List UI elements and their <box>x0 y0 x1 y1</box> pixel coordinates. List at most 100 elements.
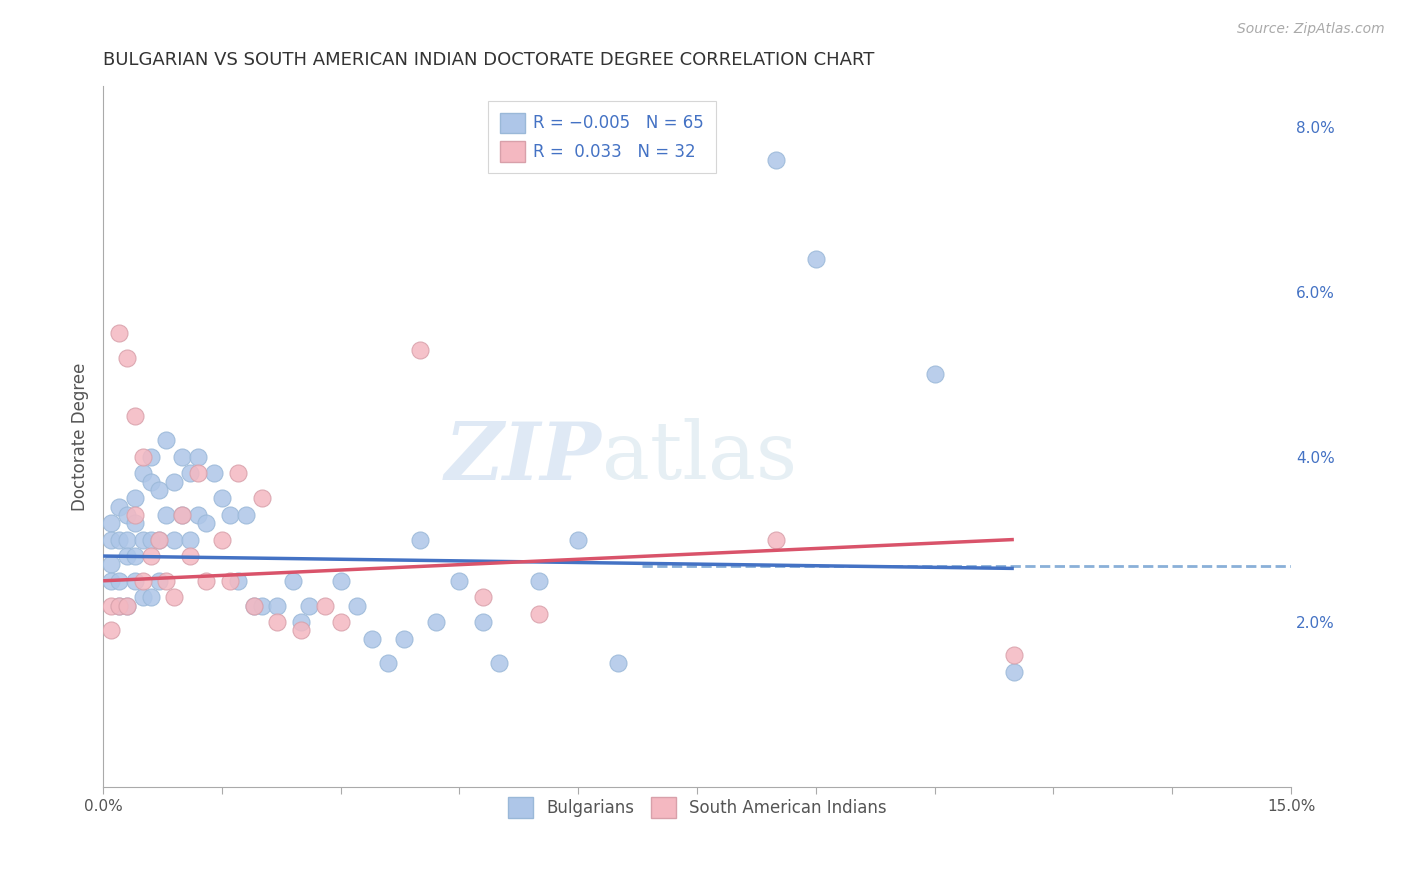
Point <box>472 615 495 629</box>
Point <box>226 574 249 588</box>
Point <box>100 558 122 572</box>
Point <box>108 326 131 340</box>
Point <box>195 516 218 530</box>
Text: Source: ZipAtlas.com: Source: ZipAtlas.com <box>1237 22 1385 37</box>
Point <box>187 467 209 481</box>
Point <box>163 591 186 605</box>
Point <box>472 591 495 605</box>
Point <box>115 533 138 547</box>
Point <box>132 533 155 547</box>
Point <box>329 574 352 588</box>
Point <box>108 574 131 588</box>
Point <box>163 533 186 547</box>
Point <box>124 574 146 588</box>
Point <box>100 624 122 638</box>
Point <box>290 615 312 629</box>
Point <box>108 533 131 547</box>
Point <box>124 508 146 522</box>
Point <box>765 153 787 167</box>
Point <box>124 491 146 506</box>
Point <box>155 434 177 448</box>
Point <box>804 252 827 266</box>
Point <box>211 533 233 547</box>
Point <box>187 450 209 464</box>
Point <box>139 533 162 547</box>
Point <box>409 533 432 547</box>
Point <box>179 533 201 547</box>
Text: ZIP: ZIP <box>446 418 602 496</box>
Point <box>172 508 194 522</box>
Point <box>924 368 946 382</box>
Point <box>115 508 138 522</box>
Point <box>132 467 155 481</box>
Point <box>606 657 628 671</box>
Point <box>527 574 550 588</box>
Point <box>139 549 162 563</box>
Point <box>100 533 122 547</box>
Point <box>488 657 510 671</box>
Point <box>100 599 122 613</box>
Point <box>163 475 186 489</box>
Point <box>211 491 233 506</box>
Point <box>242 599 264 613</box>
Point <box>329 615 352 629</box>
Point <box>290 624 312 638</box>
Point <box>132 450 155 464</box>
Y-axis label: Doctorate Degree: Doctorate Degree <box>72 362 89 510</box>
Point <box>148 533 170 547</box>
Point <box>179 467 201 481</box>
Point <box>1002 665 1025 679</box>
Point <box>377 657 399 671</box>
Point <box>314 599 336 613</box>
Point <box>124 516 146 530</box>
Text: atlas: atlas <box>602 418 797 496</box>
Legend: Bulgarians, South American Indians: Bulgarians, South American Indians <box>501 791 893 824</box>
Point <box>124 409 146 423</box>
Text: BULGARIAN VS SOUTH AMERICAN INDIAN DOCTORATE DEGREE CORRELATION CHART: BULGARIAN VS SOUTH AMERICAN INDIAN DOCTO… <box>103 51 875 69</box>
Point <box>132 574 155 588</box>
Point <box>218 508 240 522</box>
Point <box>132 591 155 605</box>
Point <box>392 632 415 646</box>
Point <box>449 574 471 588</box>
Point <box>139 475 162 489</box>
Point <box>242 599 264 613</box>
Point <box>155 508 177 522</box>
Point <box>266 599 288 613</box>
Point <box>195 574 218 588</box>
Point <box>250 599 273 613</box>
Point <box>226 467 249 481</box>
Point <box>100 574 122 588</box>
Point <box>100 516 122 530</box>
Point <box>115 599 138 613</box>
Point <box>409 343 432 357</box>
Point <box>155 574 177 588</box>
Point <box>765 533 787 547</box>
Point <box>139 450 162 464</box>
Point <box>250 491 273 506</box>
Point <box>235 508 257 522</box>
Point <box>115 599 138 613</box>
Point <box>139 591 162 605</box>
Point <box>1002 648 1025 662</box>
Point <box>179 549 201 563</box>
Point <box>283 574 305 588</box>
Point <box>124 549 146 563</box>
Point <box>298 599 321 613</box>
Point <box>187 508 209 522</box>
Point <box>172 508 194 522</box>
Point <box>202 467 225 481</box>
Point <box>527 607 550 621</box>
Point <box>361 632 384 646</box>
Point <box>115 351 138 365</box>
Point <box>567 533 589 547</box>
Point <box>115 549 138 563</box>
Point <box>148 483 170 497</box>
Point <box>218 574 240 588</box>
Point <box>266 615 288 629</box>
Point <box>148 533 170 547</box>
Point <box>172 450 194 464</box>
Point <box>108 599 131 613</box>
Point <box>108 500 131 514</box>
Point <box>346 599 368 613</box>
